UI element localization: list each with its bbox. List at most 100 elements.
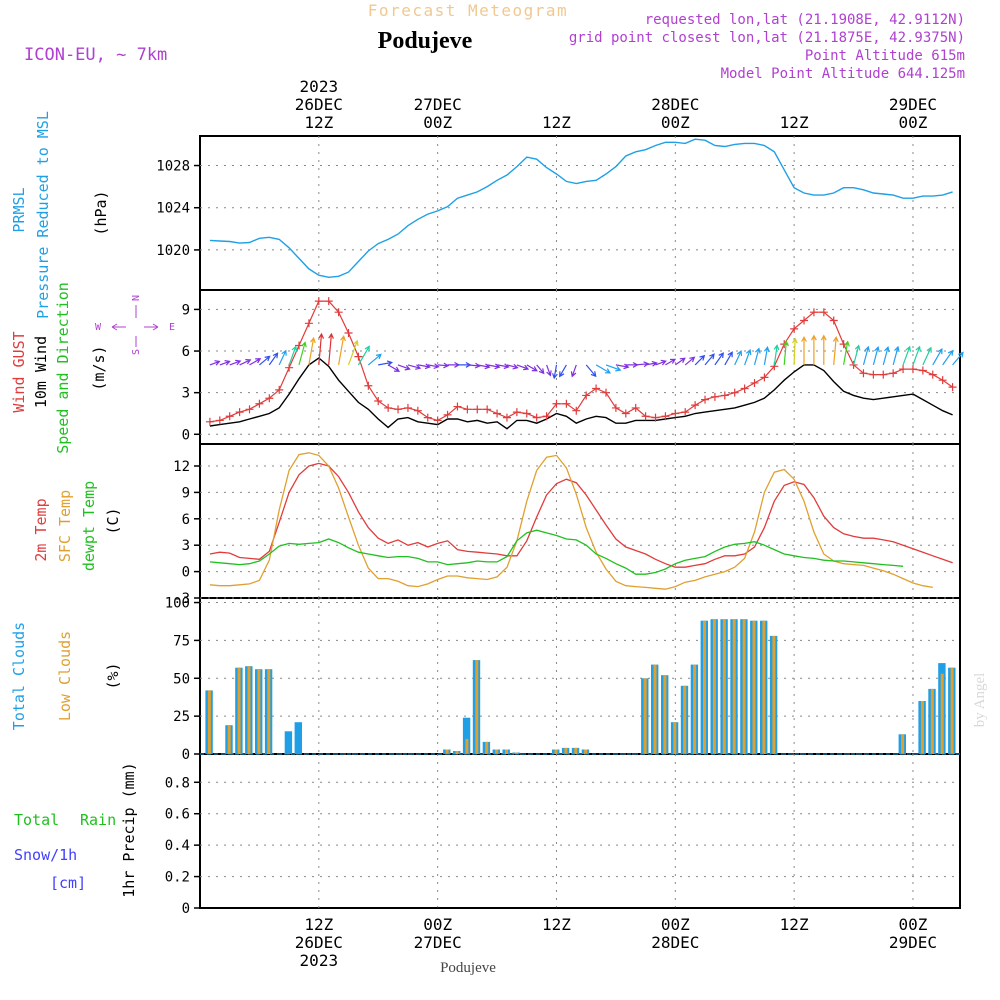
wind-arrow — [387, 364, 401, 372]
time-label-bottom: 00Z — [661, 915, 690, 934]
wind-arrow — [288, 345, 298, 366]
precip-label-rain: Rain — [80, 811, 116, 829]
precip-label-unit: 1hr Precip (mm) — [120, 762, 138, 897]
wind-arrow — [487, 363, 501, 370]
pressure-panel-frame — [199, 135, 961, 291]
low-cloud-bar — [940, 673, 944, 754]
grid-layer — [200, 136, 960, 909]
gust-marker — [740, 384, 749, 393]
wind-arrow — [407, 364, 422, 370]
wind-label-10m: 10m Wind — [32, 336, 50, 408]
gust-marker — [800, 316, 809, 325]
gust-marker — [562, 399, 571, 408]
wind-arrow — [268, 352, 279, 366]
wind-arrow — [467, 362, 481, 369]
wind-arrow — [259, 355, 271, 366]
gust-marker — [928, 370, 937, 379]
low-cloud-bar — [505, 749, 508, 754]
wind-arrow — [347, 339, 359, 366]
gust-marker — [324, 297, 333, 306]
time-label-top: 28DEC — [651, 95, 699, 114]
gust-marker — [255, 399, 264, 408]
time-label-top: 2023 — [300, 77, 339, 96]
gust-marker — [790, 324, 799, 333]
wind-arrow — [357, 345, 370, 366]
gust-marker — [384, 403, 393, 412]
time-label-top: 29DEC — [889, 95, 937, 114]
gust-marker — [532, 413, 541, 422]
y-tick-label: 6 — [182, 512, 190, 528]
low-cloud-bar — [485, 741, 489, 754]
wind-arrow — [801, 335, 807, 365]
precip-label-snow: Snow/1h — [14, 846, 77, 864]
y-tick-label: 12 — [173, 459, 190, 475]
low-cloud-bar — [574, 747, 578, 754]
low-cloud-bar — [257, 669, 261, 754]
model-label: ICON-EU, ~ 7km — [24, 45, 167, 65]
wind-arrow — [397, 364, 411, 371]
temp-label-dew: dewpt Temp — [80, 481, 98, 571]
dir-w: W — [95, 322, 102, 333]
low-cloud-bar — [514, 752, 518, 754]
time-label-bottom: 26DEC — [295, 933, 343, 952]
gust-marker — [275, 385, 284, 394]
low-cloud-bar — [207, 690, 211, 754]
low-cloud-bar — [237, 667, 241, 754]
gust-marker — [403, 403, 412, 412]
wind-arrow — [318, 332, 325, 365]
low-cloud-bar — [445, 749, 449, 754]
gust-marker — [869, 370, 878, 379]
time-label-top: 00Z — [661, 113, 690, 132]
y-tick-label: 25 — [173, 709, 190, 725]
gust-marker — [641, 412, 650, 421]
wind-arrow — [872, 346, 880, 366]
low-cloud-bar — [267, 669, 271, 754]
dir-cross — [111, 305, 159, 347]
gust-marker — [304, 319, 313, 328]
low-cloud-bar — [673, 722, 677, 754]
gust-marker — [809, 308, 818, 317]
gust-marker — [572, 406, 581, 415]
low-cloud-bar — [693, 664, 697, 754]
gust-marker — [691, 401, 700, 410]
wind-arrow — [427, 363, 440, 369]
wind-arrow — [684, 356, 696, 366]
gust-marker — [265, 394, 274, 403]
gust-marker — [889, 369, 898, 378]
gust-marker — [423, 413, 432, 422]
time-label-bottom: 28DEC — [651, 933, 699, 952]
low-cloud-bar — [722, 619, 726, 754]
temp-dewpoint-line — [209, 529, 904, 575]
wind-arrow — [308, 336, 316, 366]
wind-arrow — [298, 341, 307, 366]
wind-arrow — [367, 353, 382, 366]
time-label-bottom: 27DEC — [414, 933, 462, 952]
time-label-bottom: 12Z — [542, 915, 571, 934]
cloud-label-low: Low Clouds — [56, 631, 74, 721]
gust-marker — [899, 365, 908, 374]
low-cloud-bar — [703, 620, 706, 754]
gust-marker — [502, 413, 511, 422]
gust-marker — [354, 352, 363, 361]
y-tick-label: 0 — [182, 427, 190, 443]
wind-arrow — [892, 345, 900, 366]
wind-arrow — [635, 361, 650, 368]
wind-arrow — [912, 345, 921, 366]
precip-label-cm: [cm] — [50, 874, 86, 892]
pressure-line — [209, 138, 953, 279]
wind-arrow — [810, 334, 817, 365]
low-cloud-bar — [584, 749, 588, 754]
wind-arrow — [559, 364, 567, 378]
wind-arrow — [219, 360, 231, 366]
model-altitude: Model Point Altitude 644.125m — [721, 66, 965, 82]
time-label-top: 27DEC — [414, 95, 462, 114]
wind-arrow — [932, 348, 943, 366]
gust-marker — [750, 378, 759, 387]
gust-marker — [205, 417, 214, 426]
precip-label-total: Total — [14, 811, 59, 829]
wind-arrow — [922, 346, 932, 366]
y-tick-label: 0 — [182, 747, 190, 763]
wind-arrow — [724, 351, 733, 366]
gust-marker — [344, 329, 353, 338]
